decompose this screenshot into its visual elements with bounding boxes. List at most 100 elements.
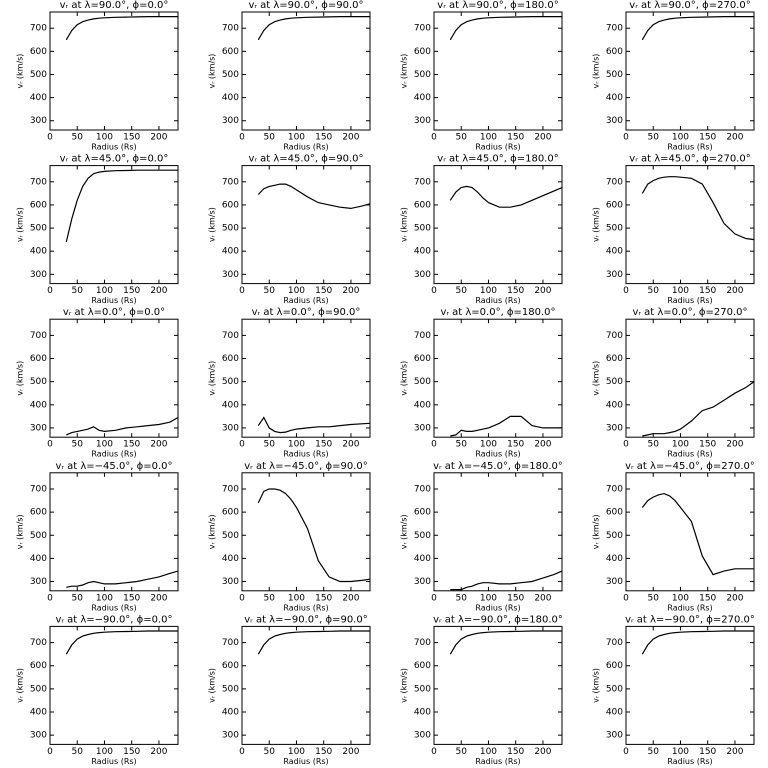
chart-title: vᵣ at λ=90.0°, ϕ=270.0° <box>629 0 750 11</box>
x-tick-label: 150 <box>123 286 140 296</box>
x-tick-label: 100 <box>480 747 497 757</box>
y-tick-label: 300 <box>606 270 623 280</box>
x-axis-label: Radius (Rs) <box>475 450 520 459</box>
chart-title: vᵣ at λ=45.0°, ϕ=0.0° <box>60 154 169 165</box>
y-tick-label: 600 <box>222 200 239 210</box>
x-tick-label: 200 <box>726 440 743 450</box>
y-axis-label: vᵣ (km/s) <box>400 668 409 703</box>
y-tick-label: 500 <box>222 224 239 234</box>
plot-frame <box>433 472 563 592</box>
plot-frame <box>625 472 755 592</box>
y-axis-label: vᵣ (km/s) <box>16 514 25 549</box>
y-tick-label: 500 <box>222 70 239 80</box>
y-tick-label: 400 <box>414 400 431 410</box>
y-tick-label: 700 <box>30 331 47 341</box>
x-tick-label: 150 <box>315 440 332 450</box>
x-tick-label: 100 <box>480 133 497 143</box>
y-tick-label: 500 <box>30 224 47 234</box>
y-tick-label: 700 <box>222 177 239 187</box>
x-tick-label: 0 <box>239 286 245 296</box>
y-tick-label: 500 <box>606 224 623 234</box>
data-line <box>257 16 370 41</box>
x-tick-label: 100 <box>288 593 305 603</box>
plot-frame <box>433 625 563 745</box>
y-tick-label: 300 <box>414 577 431 587</box>
x-tick-label: 100 <box>96 747 113 757</box>
x-tick-label: 0 <box>431 133 437 143</box>
x-tick-label: 0 <box>239 440 245 450</box>
x-axis-label: Radius (Rs) <box>283 450 328 459</box>
x-tick-label: 150 <box>699 593 716 603</box>
y-axis-label: vᵣ (km/s) <box>208 668 217 703</box>
x-tick-label: 100 <box>288 747 305 757</box>
x-tick-label: 150 <box>315 286 332 296</box>
x-tick-label: 0 <box>47 747 53 757</box>
y-axis-label: vᵣ (km/s) <box>592 514 601 549</box>
x-tick-label: 0 <box>47 440 53 450</box>
y-tick-label: 500 <box>606 684 623 694</box>
data-line <box>66 416 179 436</box>
x-tick-label: 200 <box>726 593 743 603</box>
x-tick-label: 100 <box>480 286 497 296</box>
y-tick-label: 300 <box>222 577 239 587</box>
x-tick-label: 0 <box>623 440 629 450</box>
x-axis-label: Radius (Rs) <box>475 296 520 305</box>
plot-frame <box>625 11 755 131</box>
y-tick-label: 600 <box>606 200 623 210</box>
chart-title: vᵣ at λ=90.0°, ϕ=90.0° <box>248 0 363 11</box>
x-tick-label: 200 <box>342 133 359 143</box>
y-tick-label: 700 <box>222 638 239 648</box>
y-axis-label: vᵣ (km/s) <box>592 668 601 703</box>
y-axis-label: vᵣ (km/s) <box>208 361 217 396</box>
plot-frame <box>241 625 371 745</box>
plot-frame <box>241 11 371 131</box>
y-tick-label: 300 <box>414 731 431 741</box>
x-tick-label: 0 <box>47 593 53 603</box>
x-axis-label: Radius (Rs) <box>475 143 520 152</box>
chart-title: vᵣ at λ=−90.0°, ϕ=270.0° <box>625 614 755 625</box>
y-tick-label: 700 <box>414 331 431 341</box>
y-tick-label: 600 <box>30 508 47 518</box>
y-tick-label: 500 <box>606 70 623 80</box>
y-tick-label: 500 <box>30 377 47 387</box>
x-axis-label: Radius (Rs) <box>283 296 328 305</box>
x-axis-label: Radius (Rs) <box>91 143 136 152</box>
chart-title: vᵣ at λ=45.0°, ϕ=90.0° <box>248 154 363 165</box>
data-line <box>257 488 371 583</box>
y-tick-label: 300 <box>222 423 239 433</box>
x-tick-label: 50 <box>648 286 660 296</box>
y-axis-label: vᵣ (km/s) <box>208 54 217 89</box>
y-tick-label: 600 <box>606 354 623 364</box>
y-tick-label: 400 <box>222 247 239 257</box>
data-line <box>257 630 370 655</box>
y-axis-label: vᵣ (km/s) <box>400 361 409 396</box>
y-tick-label: 400 <box>414 93 431 103</box>
y-tick-label: 400 <box>606 554 623 564</box>
chart-title: vᵣ at λ=45.0°, ϕ=180.0° <box>437 154 558 165</box>
x-tick-label: 50 <box>648 593 660 603</box>
y-tick-label: 700 <box>606 484 623 494</box>
plot-frame <box>241 165 371 285</box>
x-tick-label: 200 <box>342 286 359 296</box>
y-tick-label: 300 <box>30 731 47 741</box>
y-tick-label: 400 <box>606 400 623 410</box>
x-tick-label: 50 <box>72 286 84 296</box>
data-line <box>66 570 179 588</box>
x-tick-label: 0 <box>431 440 437 450</box>
y-tick-label: 300 <box>606 116 623 126</box>
y-tick-label: 700 <box>606 24 623 34</box>
y-tick-label: 300 <box>606 731 623 741</box>
data-line <box>65 630 178 655</box>
x-tick-label: 50 <box>456 593 468 603</box>
y-tick-label: 300 <box>30 423 47 433</box>
x-tick-label: 150 <box>507 286 524 296</box>
x-tick-label: 100 <box>672 286 689 296</box>
y-tick-label: 700 <box>414 484 431 494</box>
x-tick-label: 0 <box>623 593 629 603</box>
x-tick-label: 200 <box>342 593 359 603</box>
x-axis-label: Radius (Rs) <box>475 603 520 612</box>
x-tick-label: 200 <box>150 133 167 143</box>
y-tick-label: 600 <box>30 354 47 364</box>
y-tick-label: 700 <box>222 484 239 494</box>
y-tick-label: 600 <box>222 508 239 518</box>
